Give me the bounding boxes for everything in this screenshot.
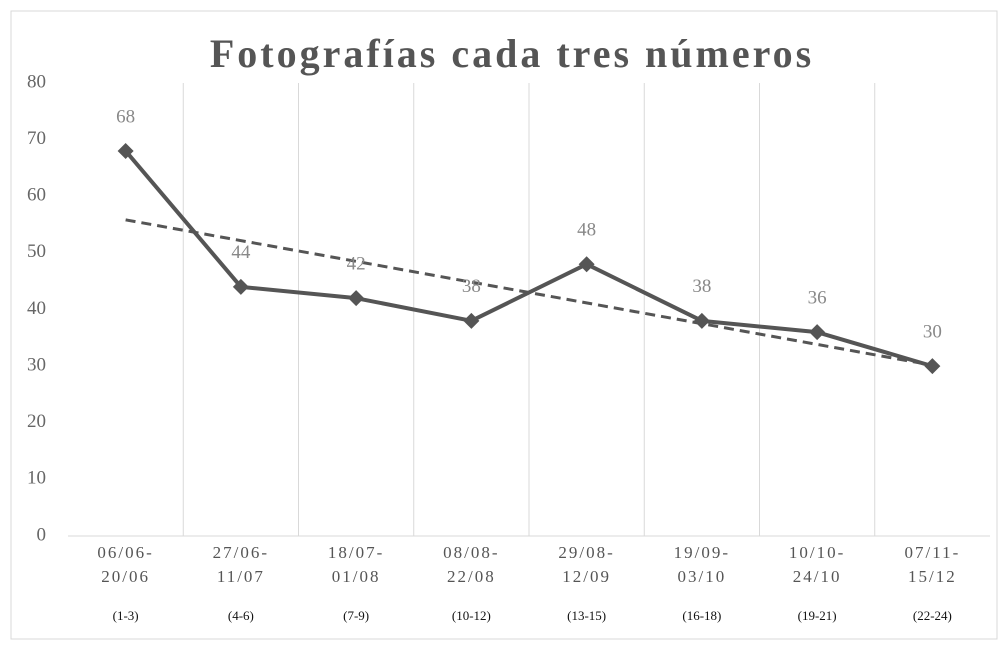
y-tick-label: 40 [27, 298, 46, 319]
data-label: 38 [692, 276, 711, 297]
x-sub-label: (16-18) [682, 608, 721, 623]
data-line [124, 149, 933, 369]
x-tick-label: 07/11- [904, 543, 960, 562]
chart-border [10, 10, 998, 640]
x-tick-label: 12/09 [562, 567, 611, 586]
x-sub-label: (7-9) [343, 608, 369, 623]
x-sub-label: (4-6) [228, 608, 254, 623]
data-label: 42 [347, 254, 366, 275]
x-tick-label: 11/07 [217, 567, 265, 586]
chart-title: Fotografías cada tres números [210, 31, 814, 76]
x-tick-label: 10/10- [789, 543, 845, 562]
y-tick-label: 50 [27, 241, 46, 262]
x-tick-label: 27/06- [213, 543, 269, 562]
x-tick-label: 18/07- [328, 543, 384, 562]
x-tick-label: 03/10 [678, 567, 727, 586]
data-label: 36 [808, 288, 827, 309]
x-tick-label: 08/08- [443, 543, 499, 562]
marker [463, 312, 480, 329]
x-tick-label: 20/06 [101, 567, 150, 586]
data-label: 68 [116, 106, 135, 127]
y-tick-label: 0 [37, 524, 47, 545]
y-tick-label: 30 [27, 354, 46, 375]
marker [578, 256, 595, 273]
marker [924, 358, 941, 375]
marker [232, 278, 249, 295]
x-sub-label: (19-21) [798, 608, 837, 623]
x-tick-label: 22/08 [447, 567, 496, 586]
x-sub-label: (22-24) [913, 608, 952, 623]
x-sub-label: (10-12) [452, 608, 491, 623]
x-sub-label: (1-3) [113, 608, 139, 623]
x-tick-label: 29/08- [558, 543, 614, 562]
x-tick-label: 15/12 [908, 567, 957, 586]
x-tick-label: 06/06- [97, 543, 153, 562]
data-label: 44 [231, 242, 251, 263]
data-label: 38 [462, 276, 481, 297]
y-tick-label: 60 [27, 185, 46, 206]
marker [348, 290, 365, 307]
x-tick-label: 01/08 [332, 567, 381, 586]
x-sub-label: (13-15) [567, 608, 606, 623]
x-tick-label: 19/09- [674, 543, 730, 562]
y-tick-label: 80 [27, 71, 46, 92]
x-tick-label: 24/10 [793, 567, 842, 586]
y-tick-label: 20 [27, 411, 46, 432]
marker [809, 324, 826, 341]
y-tick-label: 10 [27, 468, 46, 489]
data-label: 30 [923, 321, 942, 342]
y-tick-label: 70 [27, 128, 46, 149]
marker [693, 312, 710, 329]
marker [117, 142, 134, 159]
data-label: 48 [577, 220, 596, 241]
